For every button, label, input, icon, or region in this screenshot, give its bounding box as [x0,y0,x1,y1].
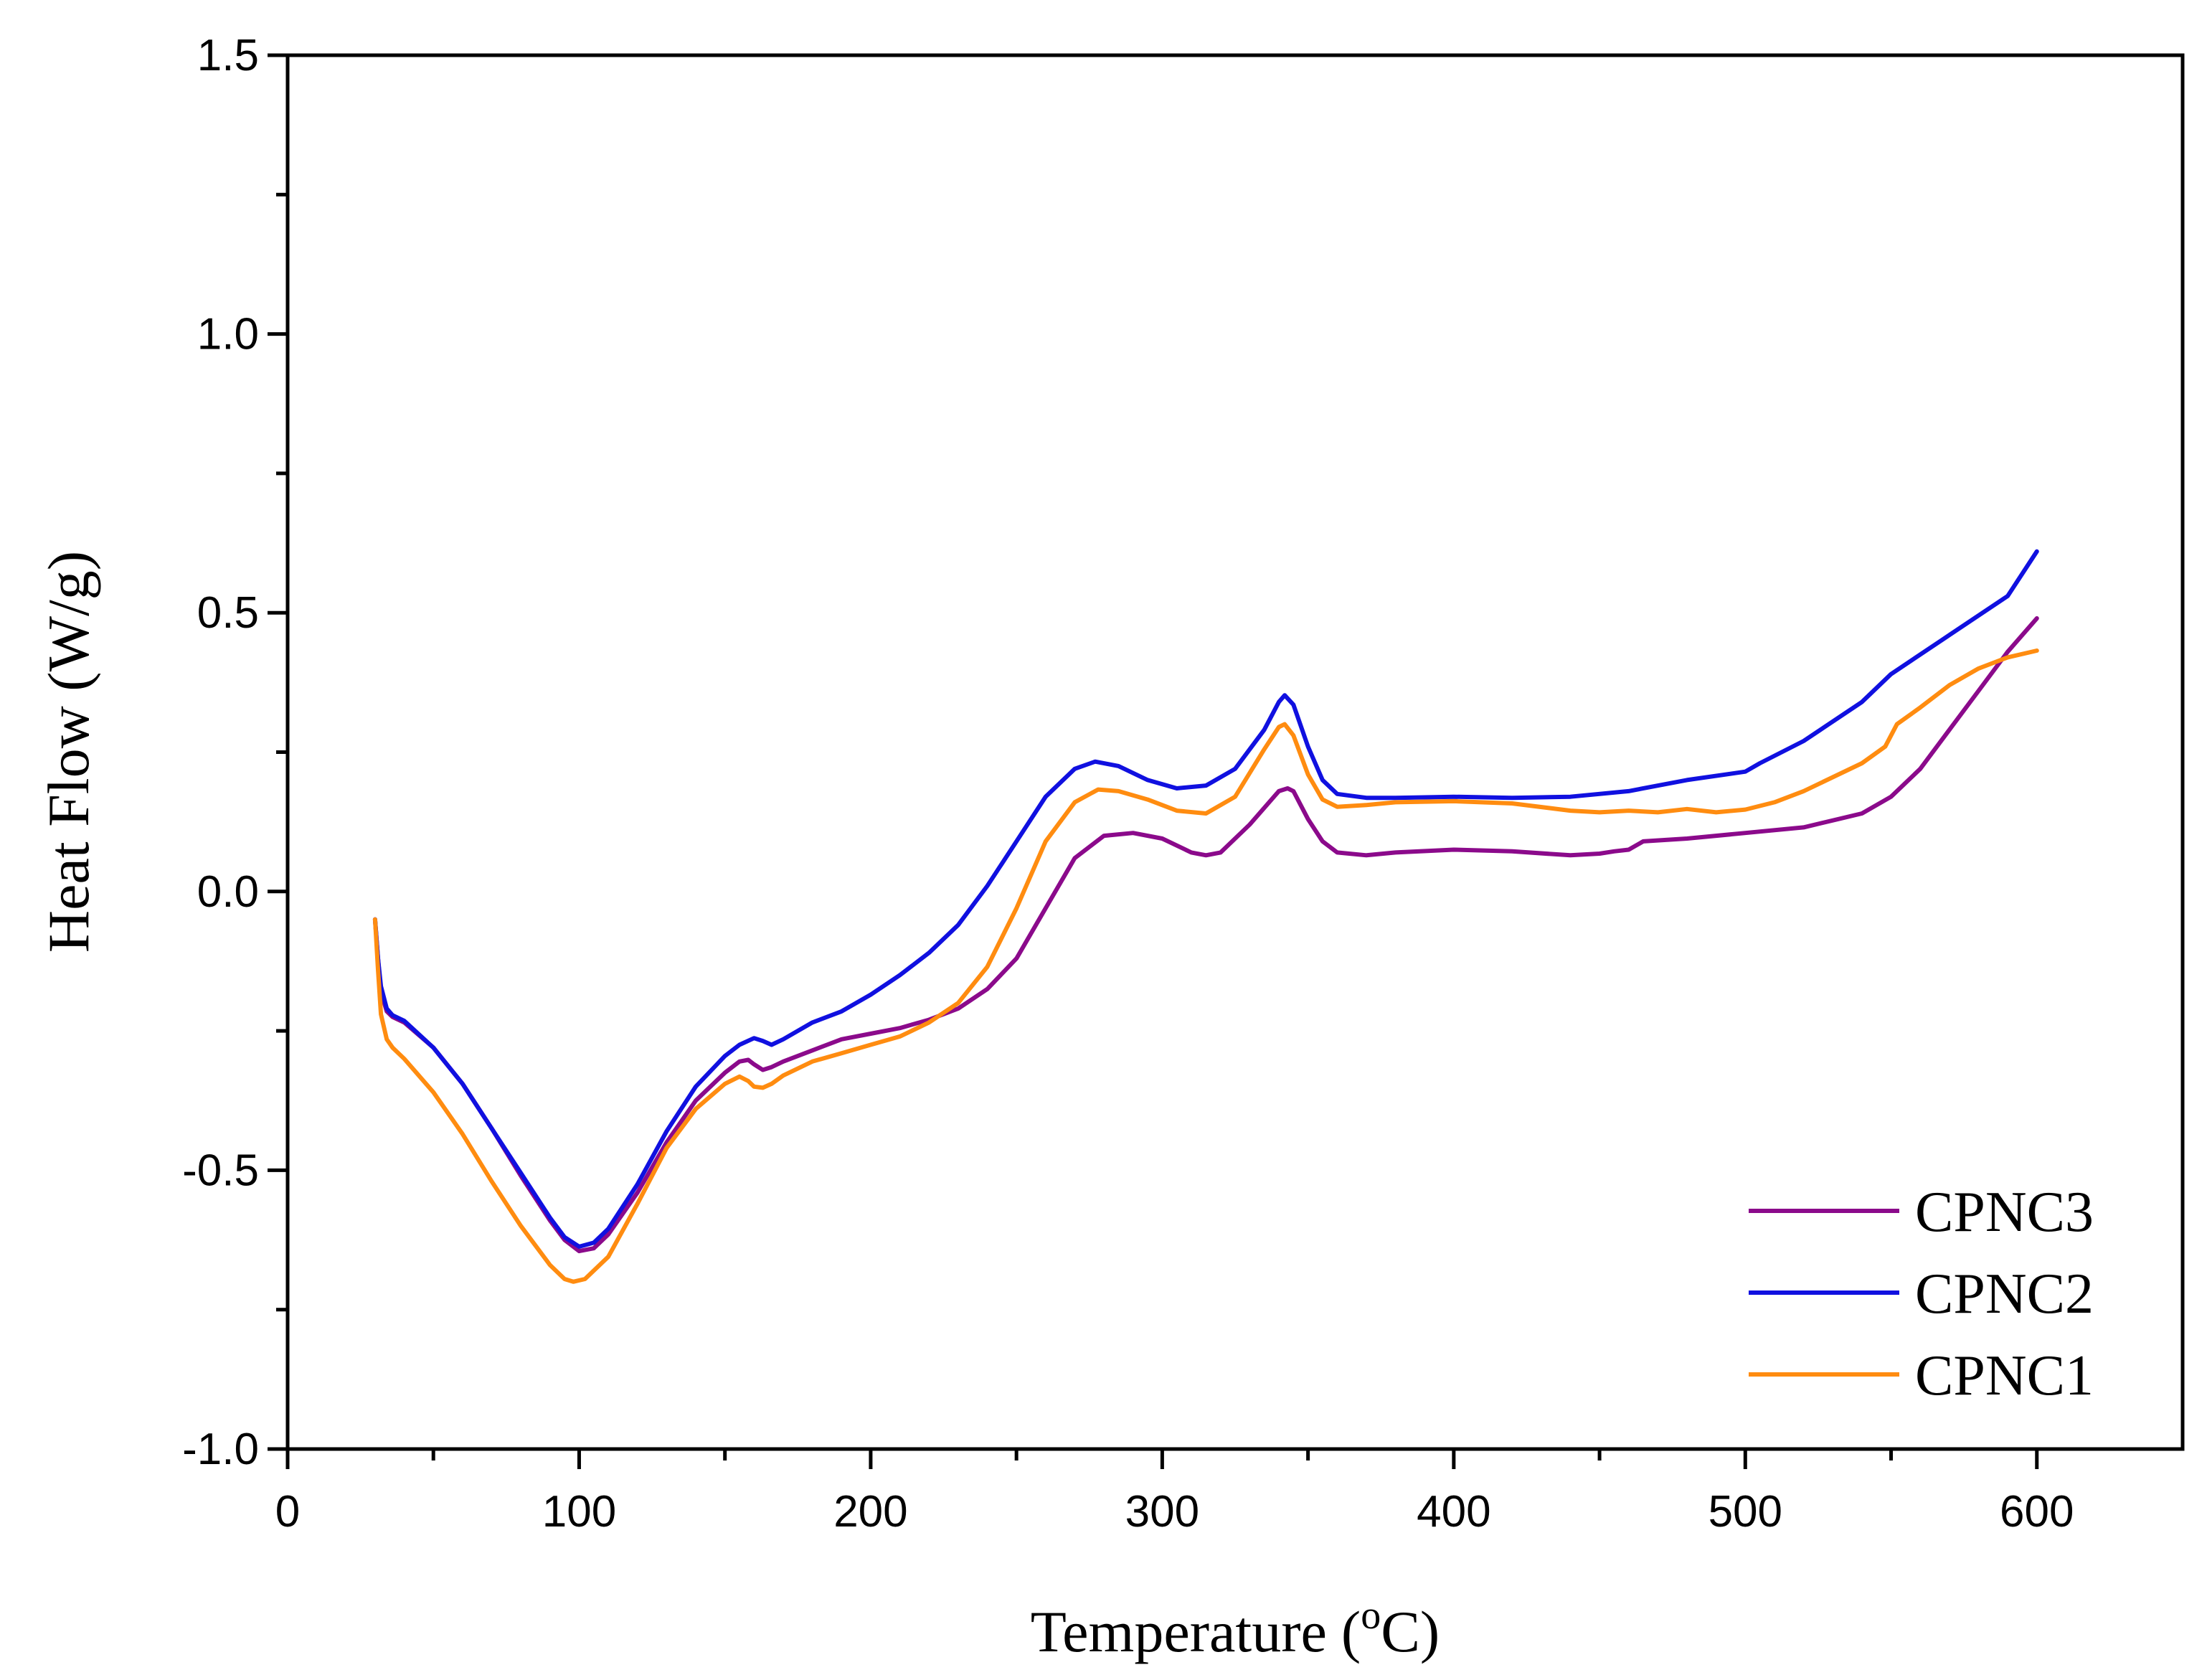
y-tick-label: 0.0 [197,867,259,917]
x-axis-unit-superscript: o [1361,1593,1381,1638]
x-axis-title-text: Temperature [1031,1599,1327,1664]
x-tick-label: 600 [2000,1487,2074,1537]
series-layer [372,549,2039,1284]
y-axis-title: Heat Flow (W/g) [36,551,101,953]
x-tick-label: 300 [1125,1487,1199,1537]
x-tick-label: 200 [833,1487,907,1537]
series-line-cpnc1 [372,648,2039,1284]
y-tick-label: 1.5 [197,31,259,80]
legend-label-cpnc1: CPNC1 [1915,1344,2094,1407]
x-tick-label: 500 [1709,1487,1782,1537]
y-tick-label: 1.0 [197,310,259,359]
y-tick-label: 0.5 [197,588,259,638]
x-axis-title: Temperature (oC) [1031,1593,1440,1664]
x-axis-unit-close: C) [1381,1599,1440,1664]
x-tick-label: 0 [275,1487,300,1537]
series-line-cpnc3 [372,616,2039,1254]
legend-label-cpnc3: CPNC3 [1915,1181,2094,1244]
x-tick-label: 400 [1417,1487,1490,1537]
legend: CPNC3 CPNC2 CPNC1 [1749,1181,2094,1407]
tick-layer: 0 100 200 300 400 500 600 -1.0 -0.5 0.0 0.5 1.0 1.5 [182,31,2074,1537]
x-tick-label: 100 [542,1487,616,1537]
legend-label-cpnc2: CPNC2 [1915,1263,2094,1326]
series-line-cpnc2 [372,549,2039,1249]
y-tick-label: -1.0 [182,1425,259,1474]
x-axis-unit-open: ( [1341,1599,1361,1664]
y-tick-label: -0.5 [182,1146,259,1195]
